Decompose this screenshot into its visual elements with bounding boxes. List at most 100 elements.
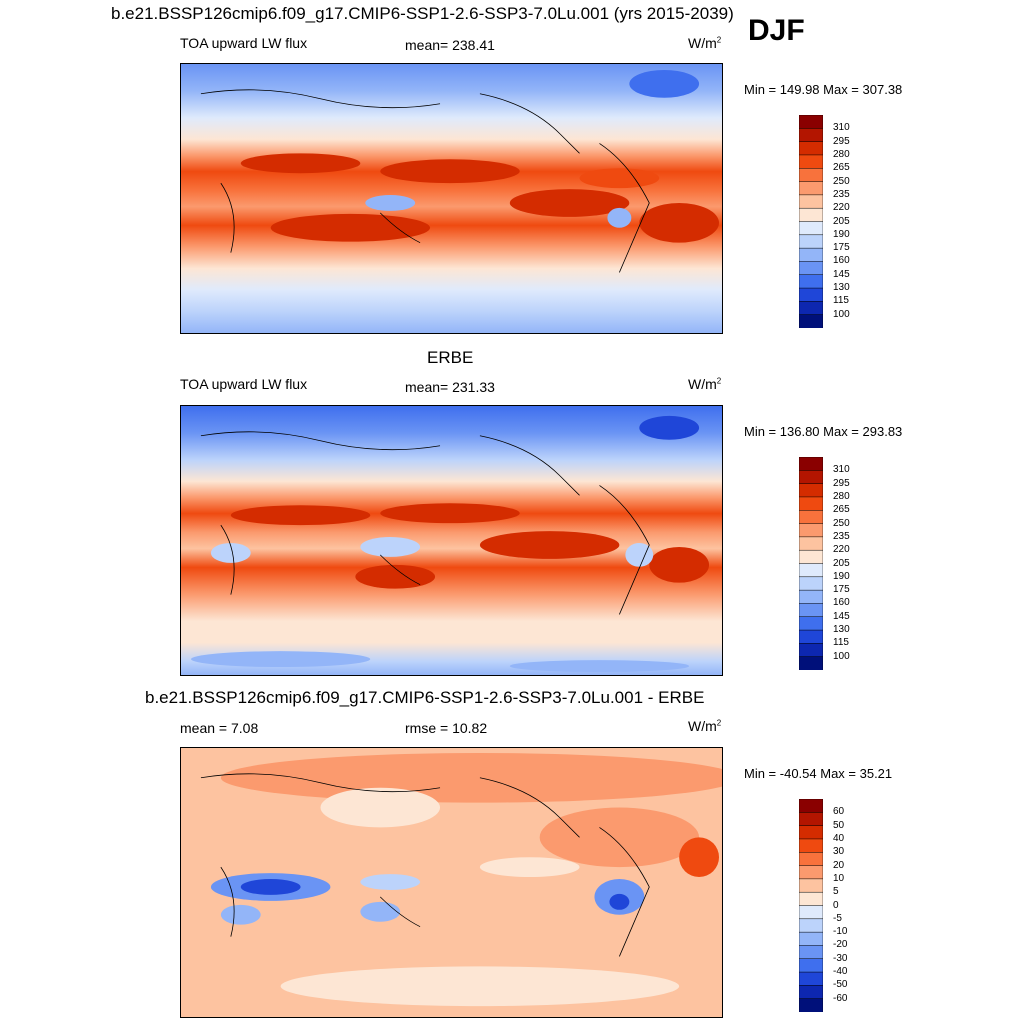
colorbar-tick-label: 160 — [833, 597, 850, 609]
colorbar-swatch — [799, 878, 823, 893]
colorbar-tick-label: 175 — [833, 584, 850, 596]
colorbar-swatch — [799, 931, 823, 946]
colorbar-tick-label: -30 — [833, 952, 848, 964]
colorbar-swatch — [799, 154, 823, 169]
colorbar-swatch — [799, 825, 823, 840]
colorbar-tick-label: 60 — [833, 806, 845, 818]
panel2-colorbar — [799, 457, 823, 670]
panel3-map — [180, 747, 723, 1018]
panel3-title: b.e21.BSSP126cmip6.f09_g17.CMIP6-SSP1-2.… — [145, 688, 705, 707]
colorbar-tick-label: 20 — [833, 859, 845, 871]
colorbar-tick-label: -5 — [833, 912, 842, 924]
colorbar-tick-label: 0 — [833, 899, 839, 911]
colorbar-tick-label: 220 — [833, 202, 850, 214]
panel1-minmax: Min = 149.98 Max = 307.38 — [744, 82, 903, 97]
colorbar-swatch — [799, 470, 823, 485]
colorbar-swatch — [799, 563, 823, 578]
colorbar-tick-label: 265 — [833, 504, 850, 516]
colorbar-tick-label: 5 — [833, 886, 839, 898]
colorbar-swatch — [799, 812, 823, 827]
colorbar-tick-label: -10 — [833, 926, 848, 938]
colorbar-swatch — [799, 799, 823, 813]
panel1-title: b.e21.BSSP126cmip6.f09_g17.CMIP6-SSP1-2.… — [111, 4, 734, 23]
colorbar-tick-label: 115 — [833, 295, 849, 307]
colorbar-swatch — [799, 958, 823, 973]
colorbar-tick-label: -40 — [833, 966, 848, 978]
colorbar-tick-label: 145 — [833, 268, 850, 280]
colorbar-swatch — [799, 234, 823, 249]
colorbar-swatch — [799, 221, 823, 236]
colorbar-swatch — [799, 629, 823, 644]
colorbar-tick-label: 220 — [833, 544, 850, 556]
panel2-map — [180, 405, 723, 676]
colorbar-swatch — [799, 128, 823, 143]
colorbar-swatch — [799, 301, 823, 316]
panel3-minmax: Min = -40.54 Max = 35.21 — [744, 766, 893, 781]
colorbar-tick-label: 190 — [833, 228, 850, 240]
colorbar-tick-label: 175 — [833, 242, 850, 254]
panel3-colorbar-svg — [799, 799, 823, 1012]
colorbar-tick-label: 310 — [833, 464, 850, 476]
colorbar-swatch — [799, 589, 823, 604]
colorbar-swatch — [799, 998, 823, 1012]
panel2-variable-label: TOA upward LW flux — [180, 376, 308, 392]
colorbar-tick-label: 115 — [833, 637, 849, 649]
colorbar-swatch — [799, 536, 823, 551]
colorbar-tick-label: 50 — [833, 819, 845, 831]
colorbar-swatch — [799, 985, 823, 1000]
colorbar-swatch — [799, 287, 823, 302]
panel1-colorbar-svg — [799, 115, 823, 328]
colorbar-swatch — [799, 616, 823, 631]
colorbar-swatch — [799, 865, 823, 880]
colorbar-tick-label: 265 — [833, 162, 850, 174]
colorbar-swatch — [799, 483, 823, 498]
panel1-mean-label: mean= 238.41 — [405, 37, 495, 53]
panel2-colorbar-svg — [799, 457, 823, 670]
panel1-map — [180, 63, 723, 334]
colorbar-swatch — [799, 510, 823, 525]
colorbar-swatch — [799, 496, 823, 511]
colorbar-swatch — [799, 194, 823, 209]
colorbar-swatch — [799, 523, 823, 538]
season-label: DJF — [748, 14, 805, 47]
colorbar-swatch — [799, 971, 823, 986]
colorbar-swatch — [799, 643, 823, 658]
panel1-units: W/m2 — [688, 35, 722, 51]
colorbar-swatch — [799, 141, 823, 156]
colorbar-swatch — [799, 576, 823, 591]
panel3-units: W/m2 — [688, 718, 722, 734]
colorbar-swatch — [799, 905, 823, 920]
colorbar-tick-label: 145 — [833, 610, 850, 622]
colorbar-swatch — [799, 247, 823, 262]
colorbar-tick-label: 40 — [833, 832, 845, 844]
colorbar-tick-label: 280 — [833, 148, 850, 160]
colorbar-tick-label: 235 — [833, 188, 850, 200]
colorbar-swatch — [799, 549, 823, 565]
panel3-rmse-label: rmse = 10.82 — [405, 720, 488, 736]
panel1-variable-label: TOA upward LW flux — [180, 35, 308, 51]
colorbar-swatch — [799, 852, 823, 867]
colorbar-tick-label: 130 — [833, 624, 850, 636]
colorbar-swatch — [799, 181, 823, 196]
colorbar-swatch — [799, 168, 823, 183]
colorbar-tick-label: 280 — [833, 490, 850, 502]
panel3-colorbar — [799, 799, 823, 1012]
colorbar-tick-label: 295 — [833, 135, 850, 147]
panel2-units: W/m2 — [688, 376, 722, 392]
colorbar-swatch — [799, 656, 823, 670]
colorbar-tick-label: 205 — [833, 557, 850, 569]
colorbar-tick-label: -20 — [833, 939, 848, 951]
colorbar-tick-label: -60 — [833, 992, 848, 1004]
colorbar-tick-label: 100 — [833, 308, 850, 320]
colorbar-swatch — [799, 918, 823, 933]
colorbar-tick-label: 30 — [833, 846, 845, 858]
colorbar-tick-label: 130 — [833, 282, 850, 294]
colorbar-tick-label: 250 — [833, 517, 850, 529]
colorbar-swatch — [799, 891, 823, 907]
colorbar-tick-label: 310 — [833, 122, 850, 134]
colorbar-tick-label: 235 — [833, 530, 850, 542]
panel2-mean-label: mean= 231.33 — [405, 379, 495, 395]
colorbar-swatch — [799, 314, 823, 328]
colorbar-swatch — [799, 207, 823, 223]
colorbar-tick-label: -50 — [833, 979, 848, 991]
